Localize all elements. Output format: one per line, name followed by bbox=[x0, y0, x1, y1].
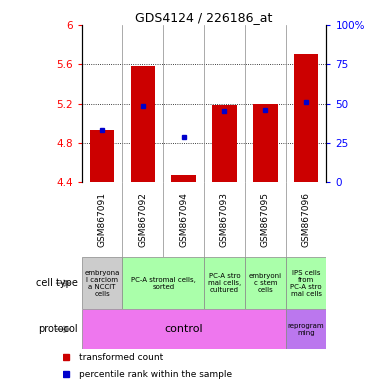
Text: PC-A stromal cells,
sorted: PC-A stromal cells, sorted bbox=[131, 277, 196, 290]
Bar bbox=[286, 257, 326, 309]
Text: GSM867096: GSM867096 bbox=[302, 192, 311, 247]
Text: protocol: protocol bbox=[38, 324, 78, 334]
Bar bbox=[82, 257, 122, 309]
Text: PC-A stro
mal cells,
cultured: PC-A stro mal cells, cultured bbox=[208, 273, 241, 293]
Text: embryoni
c stem
cells: embryoni c stem cells bbox=[249, 273, 282, 293]
Text: GSM867094: GSM867094 bbox=[179, 192, 188, 247]
Text: GSM867091: GSM867091 bbox=[98, 192, 106, 247]
Bar bbox=[253, 104, 278, 182]
Title: GDS4124 / 226186_at: GDS4124 / 226186_at bbox=[135, 11, 273, 24]
Text: GSM867093: GSM867093 bbox=[220, 192, 229, 247]
Text: GSM867095: GSM867095 bbox=[261, 192, 270, 247]
Text: control: control bbox=[164, 324, 203, 334]
Bar bbox=[245, 257, 286, 309]
Text: embryona
l carciom
a NCCIT
cells: embryona l carciom a NCCIT cells bbox=[84, 270, 120, 297]
Text: reprogram
ming: reprogram ming bbox=[288, 323, 324, 336]
Bar bbox=[131, 66, 155, 182]
Text: IPS cells
from
PC-A stro
mal cells: IPS cells from PC-A stro mal cells bbox=[290, 270, 322, 297]
Text: GSM867092: GSM867092 bbox=[138, 192, 147, 247]
Text: transformed count: transformed count bbox=[79, 353, 163, 362]
Bar bbox=[122, 257, 204, 309]
Bar bbox=[212, 105, 237, 182]
Bar bbox=[294, 55, 318, 182]
Bar bbox=[286, 309, 326, 349]
Bar bbox=[82, 309, 286, 349]
Bar bbox=[171, 174, 196, 182]
Bar bbox=[204, 257, 245, 309]
Text: cell type: cell type bbox=[36, 278, 78, 288]
Bar bbox=[90, 130, 114, 182]
Text: percentile rank within the sample: percentile rank within the sample bbox=[79, 369, 232, 379]
